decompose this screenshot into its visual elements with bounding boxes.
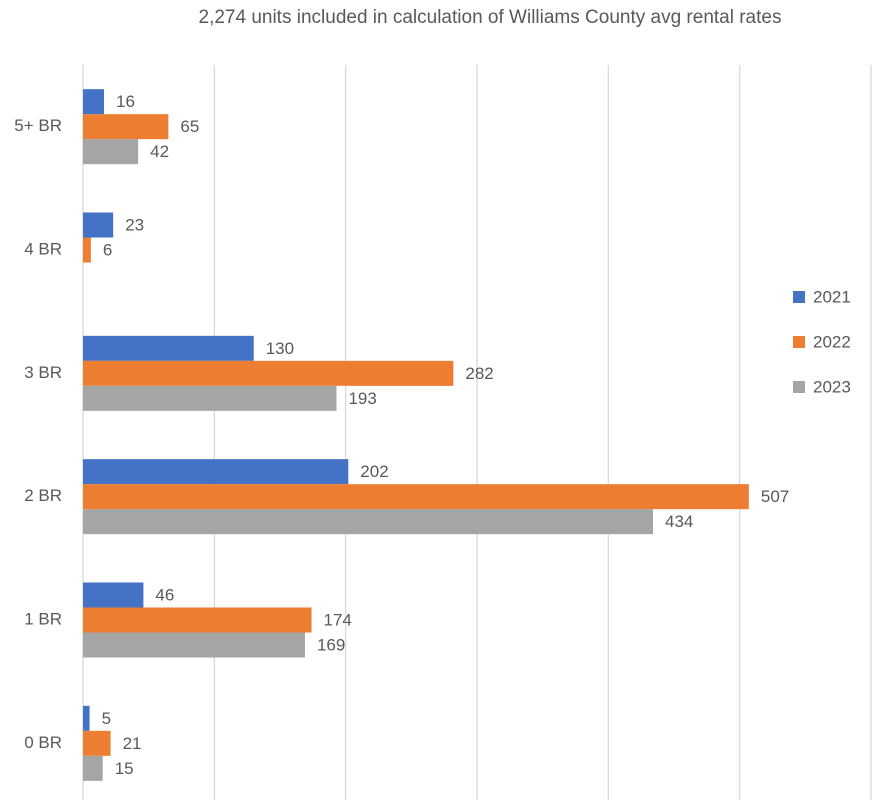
data-label: 507 xyxy=(761,487,789,506)
legend-label: 2021 xyxy=(813,287,851,306)
legend-swatch xyxy=(793,381,805,393)
bar xyxy=(83,705,90,731)
y-tick-label: 4 BR xyxy=(24,239,62,258)
legend-swatch xyxy=(793,291,805,303)
y-tick-label: 3 BR xyxy=(24,363,62,382)
data-label: 5 xyxy=(102,709,111,728)
bar xyxy=(83,730,111,756)
bar xyxy=(83,582,144,608)
bar xyxy=(83,360,454,386)
chart-title: 2,274 units included in calculation of W… xyxy=(199,7,782,28)
bar xyxy=(83,607,312,633)
y-tick-label: 2 BR xyxy=(24,486,62,505)
data-label: 130 xyxy=(266,339,294,358)
data-label: 6 xyxy=(103,240,112,259)
bar xyxy=(83,509,653,535)
data-label: 16 xyxy=(116,92,135,111)
bar xyxy=(83,385,337,411)
data-label: 21 xyxy=(123,734,142,753)
data-label: 46 xyxy=(155,585,174,604)
bar xyxy=(83,89,105,115)
data-label: 202 xyxy=(360,462,388,481)
bar xyxy=(83,139,139,165)
y-tick-label: 5+ BR xyxy=(14,116,62,135)
legend-label: 2023 xyxy=(813,377,851,396)
data-label: 282 xyxy=(465,364,493,383)
data-label: 169 xyxy=(317,635,345,654)
bar xyxy=(83,755,103,781)
legend-label: 2022 xyxy=(813,332,851,351)
data-label: 174 xyxy=(324,610,352,629)
y-tick-label: 1 BR xyxy=(24,609,62,628)
data-label: 65 xyxy=(180,117,199,136)
data-label: 434 xyxy=(665,512,693,531)
data-label: 23 xyxy=(125,215,144,234)
bar xyxy=(83,335,254,361)
bar xyxy=(83,212,114,238)
bar xyxy=(83,114,169,140)
y-tick-label: 0 BR xyxy=(24,733,62,752)
data-label: 42 xyxy=(150,142,169,161)
data-label: 193 xyxy=(348,389,376,408)
legend-swatch xyxy=(793,336,805,348)
bar xyxy=(83,459,349,485)
bar xyxy=(83,237,91,263)
bar xyxy=(83,484,749,510)
data-label: 15 xyxy=(115,759,134,778)
bar xyxy=(83,632,305,658)
